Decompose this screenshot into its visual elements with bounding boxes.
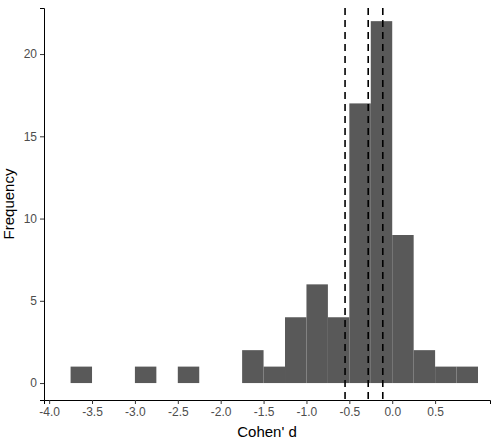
tick: 0.5 bbox=[427, 400, 444, 419]
tick-mark bbox=[92, 400, 93, 404]
reference-line bbox=[367, 8, 369, 400]
bar bbox=[242, 350, 263, 383]
plot-area bbox=[71, 8, 478, 400]
tick: -4.0 bbox=[39, 400, 60, 419]
tick: -3.0 bbox=[125, 400, 146, 419]
tick-label: -1.5 bbox=[254, 405, 275, 419]
bar bbox=[371, 21, 392, 383]
tick-label: 0.5 bbox=[427, 405, 444, 419]
tick: -3.5 bbox=[82, 400, 103, 419]
tick: -0.5 bbox=[339, 400, 360, 419]
tick: -1.0 bbox=[297, 400, 318, 419]
tick: 0.0 bbox=[384, 400, 401, 419]
bar bbox=[457, 367, 478, 383]
bar bbox=[392, 235, 413, 383]
bar bbox=[221, 383, 242, 384]
tick-mark bbox=[178, 400, 179, 404]
x-axis: -4.0 -3.5 -3.0 -2.5 -2.0 -1.5 -1.0 -0.5 0.0 0.5 bbox=[39, 400, 490, 419]
tick-label: -0.5 bbox=[339, 405, 360, 419]
tick-mark bbox=[40, 136, 44, 137]
tick: 5 bbox=[30, 294, 44, 308]
tick-mark bbox=[349, 400, 350, 404]
tick: -2.0 bbox=[211, 400, 232, 419]
tick-mark bbox=[40, 219, 44, 220]
tick-mark bbox=[306, 400, 307, 404]
tick-mark bbox=[40, 301, 44, 302]
tick: 0 bbox=[30, 376, 44, 390]
bar bbox=[156, 383, 177, 384]
x-axis-title: Cohen' d bbox=[237, 423, 297, 440]
tick-label: 5 bbox=[30, 294, 37, 308]
tick: 10 bbox=[24, 212, 44, 226]
bar bbox=[92, 383, 113, 384]
bar bbox=[435, 367, 456, 383]
bar bbox=[414, 350, 435, 383]
tick-label: -3.5 bbox=[82, 405, 103, 419]
tick: 20 bbox=[24, 47, 44, 61]
tick-label: 15 bbox=[24, 130, 38, 144]
tick-mark bbox=[40, 383, 44, 384]
tick-mark bbox=[49, 400, 50, 404]
tick-label: -1.0 bbox=[297, 405, 318, 419]
tick-label: -2.0 bbox=[211, 405, 232, 419]
tick: -2.5 bbox=[168, 400, 189, 419]
tick: -1.5 bbox=[254, 400, 275, 419]
tick-mark bbox=[40, 54, 44, 55]
bar bbox=[285, 317, 306, 383]
bar bbox=[199, 383, 220, 384]
bar bbox=[264, 367, 285, 383]
bar bbox=[71, 367, 92, 383]
reference-line bbox=[344, 8, 346, 400]
tick-label: -4.0 bbox=[39, 405, 60, 419]
tick-label: 0.0 bbox=[384, 405, 401, 419]
tick-label: -3.0 bbox=[125, 405, 146, 419]
tick-mark bbox=[392, 400, 393, 404]
tick-label: 0 bbox=[30, 376, 37, 390]
bar bbox=[113, 383, 134, 384]
tick-label: -2.5 bbox=[168, 405, 189, 419]
bar bbox=[328, 317, 349, 383]
y-axis-title: Frequency bbox=[0, 168, 17, 239]
reference-line bbox=[382, 8, 384, 400]
tick-mark bbox=[221, 400, 222, 404]
chart: -4.0 -3.5 -3.0 -2.5 -2.0 -1.5 -1.0 -0.5 0.0 0.5 0 5… bbox=[0, 0, 500, 446]
tick-label: 10 bbox=[24, 212, 38, 226]
y-axis: 0 5 10 15 20 bbox=[24, 9, 45, 401]
bar bbox=[135, 367, 156, 383]
axis-line bbox=[45, 401, 491, 405]
axis-line bbox=[40, 9, 45, 401]
tick-mark bbox=[264, 400, 265, 404]
bar bbox=[306, 284, 327, 383]
tick-label: 20 bbox=[24, 47, 38, 61]
tick-mark bbox=[135, 400, 136, 404]
bar bbox=[178, 367, 199, 383]
tick-mark bbox=[435, 400, 436, 404]
tick: 15 bbox=[24, 130, 44, 144]
